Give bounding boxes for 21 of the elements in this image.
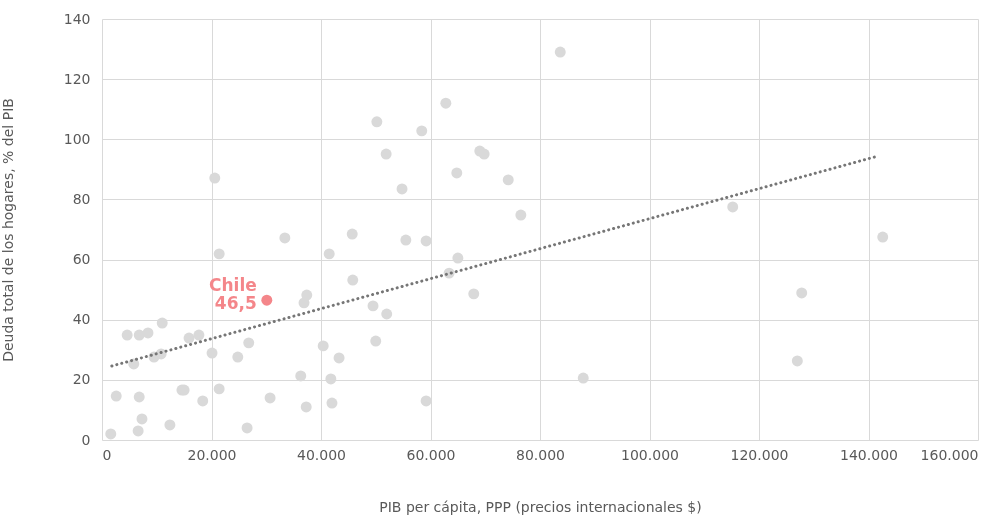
y-tick-label: 140 — [63, 10, 91, 27]
y-axis-title: Deuda total de los hogares, % del PIB — [0, 98, 16, 362]
x-axis-title: PIB per cápita, PPP (precios internacionales $) — [379, 498, 702, 515]
y-tick-label: 120 — [63, 70, 91, 87]
y-tick-label: 20 — [72, 371, 91, 388]
x-tick-label: 100.000 — [621, 446, 679, 463]
y-tick-label: 60 — [72, 251, 91, 268]
y-tick-label: 0 — [81, 431, 91, 448]
x-tick-label: 40.000 — [297, 446, 346, 463]
x-tick-label: 160.000 — [920, 446, 979, 463]
x-tick-label: 60.000 — [406, 446, 456, 463]
y-tick-label: 80 — [72, 190, 91, 207]
y-tick-label: 40 — [72, 311, 91, 328]
x-tick-label: 120.000 — [730, 446, 789, 463]
x-tick-label: 140.000 — [840, 446, 898, 463]
x-tick-label: 0 — [102, 446, 112, 463]
x-tick-label: 80.000 — [516, 446, 565, 463]
y-tick-label: 100 — [63, 130, 91, 147]
series-label: Chile — [209, 275, 257, 296]
data-label: 46,5 — [214, 293, 257, 314]
x-tick-label: 20.000 — [187, 446, 237, 463]
